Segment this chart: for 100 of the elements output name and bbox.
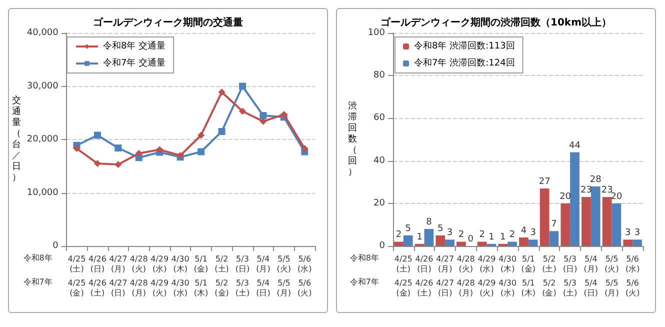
x-tick-label: 5/1 (金): [194, 254, 208, 274]
point: [238, 108, 246, 115]
text: 5/2 (金): [542, 278, 556, 298]
bar: [549, 231, 559, 246]
y-axis-title: 交通量（台／日）: [12, 95, 21, 183]
text: 令和8年: [23, 254, 52, 262]
point: [260, 112, 267, 120]
text: 令和7年: [350, 278, 379, 286]
bar: [612, 203, 622, 246]
text: 4/27 (日): [109, 278, 128, 298]
x-tick-label: 4/29 (水): [478, 254, 496, 274]
bar: [508, 242, 517, 246]
point: [73, 145, 80, 152]
x-tick-label: 4/28 (火): [456, 254, 475, 274]
text: 4/26 (土): [88, 278, 106, 298]
point: [280, 110, 288, 118]
data-label: 27: [538, 176, 550, 187]
text: 5/4 (日): [256, 278, 270, 298]
data-label: 2: [396, 230, 402, 240]
x-tick-label: 4/30 (木): [171, 254, 190, 274]
data-label: 20: [610, 192, 622, 202]
x-tick-label: 5/3 (日): [562, 254, 578, 274]
bar: [632, 240, 642, 246]
y-tick-label: 0: [52, 241, 59, 251]
data-label: 2: [479, 230, 485, 240]
point: [238, 82, 246, 90]
y-tick-label: 100: [368, 28, 386, 38]
chart-title: ゴールデンウィーク期間の交通量: [93, 16, 243, 28]
point: [114, 161, 122, 168]
bar: [394, 242, 404, 246]
text: 5/5 (月): [276, 278, 292, 298]
chart-title: ゴールデンウィーク期間の渋滞回数（10km以上）: [380, 16, 612, 28]
point: [260, 118, 267, 125]
point: [114, 144, 122, 152]
text: 令和8年: [350, 254, 379, 262]
x-tick-label: 4/25 (土): [68, 254, 86, 274]
text: 4/26 (土): [415, 278, 434, 298]
data-label: 2: [509, 230, 516, 240]
point: [156, 146, 164, 154]
text: 4/30 (水): [171, 278, 190, 298]
point: [198, 132, 205, 139]
bar: [445, 240, 454, 246]
x-tick-label: 4/27 (月): [109, 254, 128, 274]
y-tick-label: 20: [374, 198, 386, 208]
data-label: 1: [416, 232, 422, 242]
data-label: 1: [500, 232, 506, 242]
x-tick-label: 5/1 (金): [521, 254, 536, 274]
text: 5/6 (火): [298, 278, 312, 298]
y-tick-label: 80: [374, 70, 386, 81]
bar: [528, 240, 538, 246]
point: [135, 150, 142, 157]
x-tick-label: 4/30 (木): [498, 254, 517, 274]
data-label: 3: [446, 228, 453, 238]
x-tick-label: 4/26 (日): [88, 254, 106, 274]
bar: [477, 242, 487, 246]
text: 5/2 (金): [214, 278, 229, 298]
y-axis-title: 渋滞回数（回）: [348, 100, 357, 178]
data-label: 5: [405, 224, 411, 234]
data-label: 3: [625, 228, 631, 238]
bar: [570, 152, 580, 246]
data-label: 3: [530, 228, 536, 238]
text: 4/25 (金): [394, 278, 412, 298]
bar: [424, 228, 434, 246]
point: [198, 148, 205, 156]
text: 5/4 (日): [584, 278, 598, 298]
y-tick-label: 10,000: [26, 188, 59, 198]
text: 4/25 (金): [68, 278, 86, 298]
data-label: 3: [634, 228, 640, 238]
text: 4/27 (日): [436, 278, 454, 298]
y-tick-label: 0: [379, 241, 386, 251]
data-label: 28: [590, 174, 602, 185]
y-tick-label: 40,000: [26, 28, 59, 38]
bar: [602, 197, 612, 246]
data-label: 0: [468, 234, 474, 244]
y-tick-label: 30,000: [26, 81, 59, 92]
text: 5/1 (木): [521, 278, 536, 298]
text: 5/3 (土): [562, 278, 578, 298]
x-tick-label: 5/5 (火): [276, 254, 292, 274]
bar: [456, 242, 466, 246]
point: [94, 160, 101, 167]
data-label: 2: [458, 230, 464, 240]
data-label: 1: [488, 232, 494, 242]
bar: [590, 186, 600, 246]
point: [301, 145, 308, 152]
text: 5/1 (木): [194, 278, 208, 298]
text: 5/3 (土): [235, 278, 250, 298]
bar: [436, 235, 446, 246]
bar: [540, 188, 550, 246]
legend-label: 令和7年 渋滞回数:124回: [414, 58, 515, 68]
y-tick-label: 20,000: [26, 134, 59, 144]
text: 令和7年: [23, 278, 52, 286]
x-tick-label: 5/4 (月): [584, 254, 598, 274]
data-label: 7: [551, 220, 557, 230]
text: 5/6 (火): [625, 278, 640, 298]
x-tick-label: 4/29 (水): [150, 254, 169, 274]
text: 4/29 (火): [150, 278, 169, 298]
x-tick-label: 5/6 (水): [625, 254, 640, 274]
bar: [623, 240, 633, 246]
x-tick-label: 4/26 (日): [415, 254, 434, 274]
legend-label: 令和8年 交通量: [103, 40, 166, 52]
